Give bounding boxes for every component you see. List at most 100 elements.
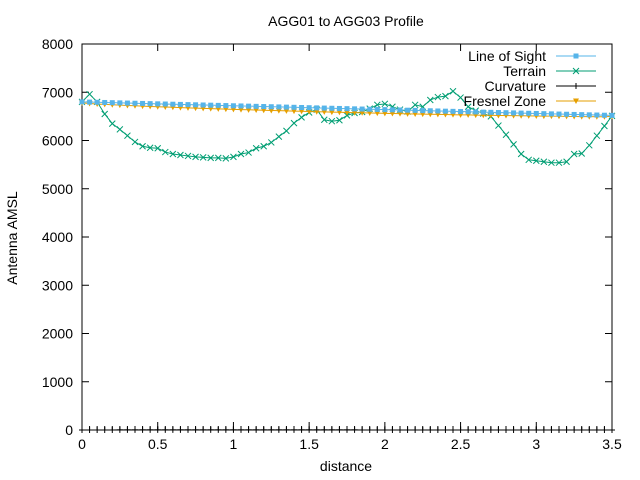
terrain-point xyxy=(161,148,169,156)
curvature-point xyxy=(177,426,184,433)
legend-label: Curvature xyxy=(485,78,547,94)
fresnel-zone-point xyxy=(283,108,290,114)
terrain-point xyxy=(381,100,389,108)
fresnel-zone-point xyxy=(374,110,381,117)
curvature-point xyxy=(397,426,403,433)
terrain-point xyxy=(457,94,464,101)
line-of-sight-point xyxy=(518,110,524,116)
terrain-point xyxy=(328,117,336,125)
y-tick-label: 5000 xyxy=(42,181,73,197)
terrain-point xyxy=(540,158,548,166)
terrain-point xyxy=(525,156,533,164)
line-of-sight-point xyxy=(382,107,388,113)
fresnel-zone-point xyxy=(359,110,366,116)
x-tick-label: 0.5 xyxy=(148,436,168,452)
curvature-point xyxy=(404,426,411,433)
y-tick-label: 0 xyxy=(65,422,73,438)
line-of-sight-point xyxy=(268,104,274,110)
terrain-point xyxy=(510,141,517,148)
curvature-point xyxy=(328,426,335,433)
fresnel-zone-point xyxy=(321,109,328,115)
curvature-point xyxy=(525,426,532,433)
line-of-sight-point xyxy=(594,112,600,118)
curvature-point xyxy=(101,426,108,433)
curvature-point xyxy=(132,426,138,433)
terrain-point xyxy=(101,110,109,118)
line-of-sight-point xyxy=(299,104,305,110)
x-tick-label: 1.5 xyxy=(299,436,319,452)
terrain-point xyxy=(555,159,563,167)
x-tick-label: 3.5 xyxy=(602,436,622,452)
curvature-point xyxy=(291,426,297,433)
terrain-point xyxy=(169,150,177,158)
curvature-point xyxy=(230,426,237,433)
line-of-sight-point xyxy=(344,106,350,112)
x-axis-label: distance xyxy=(320,458,372,474)
terrain-point xyxy=(502,131,510,139)
line-of-sight-point xyxy=(329,105,335,111)
terrain-point xyxy=(449,87,457,95)
line-of-sight-point xyxy=(495,110,501,116)
terrain-point xyxy=(245,149,252,156)
line-of-sight-point xyxy=(185,102,191,108)
line-of-sight-point xyxy=(511,110,517,116)
series-curvature xyxy=(79,426,615,433)
line-of-sight-point xyxy=(117,100,123,106)
curvature-point xyxy=(162,426,169,433)
curvature-point xyxy=(185,426,191,433)
curvature-point xyxy=(321,426,328,433)
curvature-point xyxy=(601,426,608,433)
curvature-point xyxy=(556,426,562,433)
line-of-sight-point xyxy=(276,104,282,110)
curvature-point xyxy=(578,426,585,433)
line-of-sight-point xyxy=(352,106,358,112)
line-of-sight-point xyxy=(109,100,115,106)
curvature-point xyxy=(563,426,570,433)
terrain-point xyxy=(139,142,146,150)
line-of-sight-point xyxy=(473,109,479,115)
terrain-point xyxy=(495,122,502,129)
line-of-sight-point xyxy=(155,101,161,107)
line-of-sight-point xyxy=(147,101,153,107)
y-tick-label: 7000 xyxy=(42,84,73,100)
terrain-point xyxy=(517,150,525,158)
line-of-sight-point xyxy=(579,112,585,118)
line-of-sight-point xyxy=(548,111,554,117)
curvature-point xyxy=(374,426,381,433)
x-tick-label: 2.5 xyxy=(451,436,471,452)
legend-label: Fresnel Zone xyxy=(464,93,547,109)
curvature-point xyxy=(427,426,434,433)
line-of-sight-point xyxy=(132,100,138,106)
curvature-point xyxy=(351,426,358,433)
fresnel-zone-point xyxy=(260,107,267,114)
curvature-point xyxy=(442,426,449,433)
line-of-sight-point xyxy=(200,102,206,108)
fresnel-zone-point xyxy=(275,108,282,114)
fresnel-zone-point xyxy=(336,109,343,116)
curvature-point xyxy=(518,426,525,433)
curvature-point xyxy=(306,426,313,433)
fresnel-zone-point xyxy=(366,110,373,116)
curvature-point xyxy=(207,426,214,433)
fresnel-zone-point xyxy=(344,109,350,116)
terrain-point xyxy=(131,138,139,146)
legend-label: Line of Sight xyxy=(468,48,546,64)
terrain-point xyxy=(593,132,601,140)
curvature-point xyxy=(586,426,593,433)
curvature-point xyxy=(495,426,502,433)
terrain-point xyxy=(601,122,608,130)
fresnel-zone-point xyxy=(291,108,297,115)
curvature-point xyxy=(124,426,131,433)
chart-title: AGG01 to AGG03 Profile xyxy=(268,13,424,29)
curvature-point xyxy=(169,426,176,433)
line-of-sight-point xyxy=(442,108,448,114)
terrain-point xyxy=(230,153,237,161)
curvature-point xyxy=(79,427,85,433)
curvature-point xyxy=(503,426,509,433)
line-of-sight-point xyxy=(162,101,168,107)
curvature-point xyxy=(381,426,388,433)
y-tick-label: 6000 xyxy=(42,133,73,149)
y-axis-label: Antenna AMSL xyxy=(4,191,20,285)
line-of-sight-point xyxy=(526,110,532,116)
